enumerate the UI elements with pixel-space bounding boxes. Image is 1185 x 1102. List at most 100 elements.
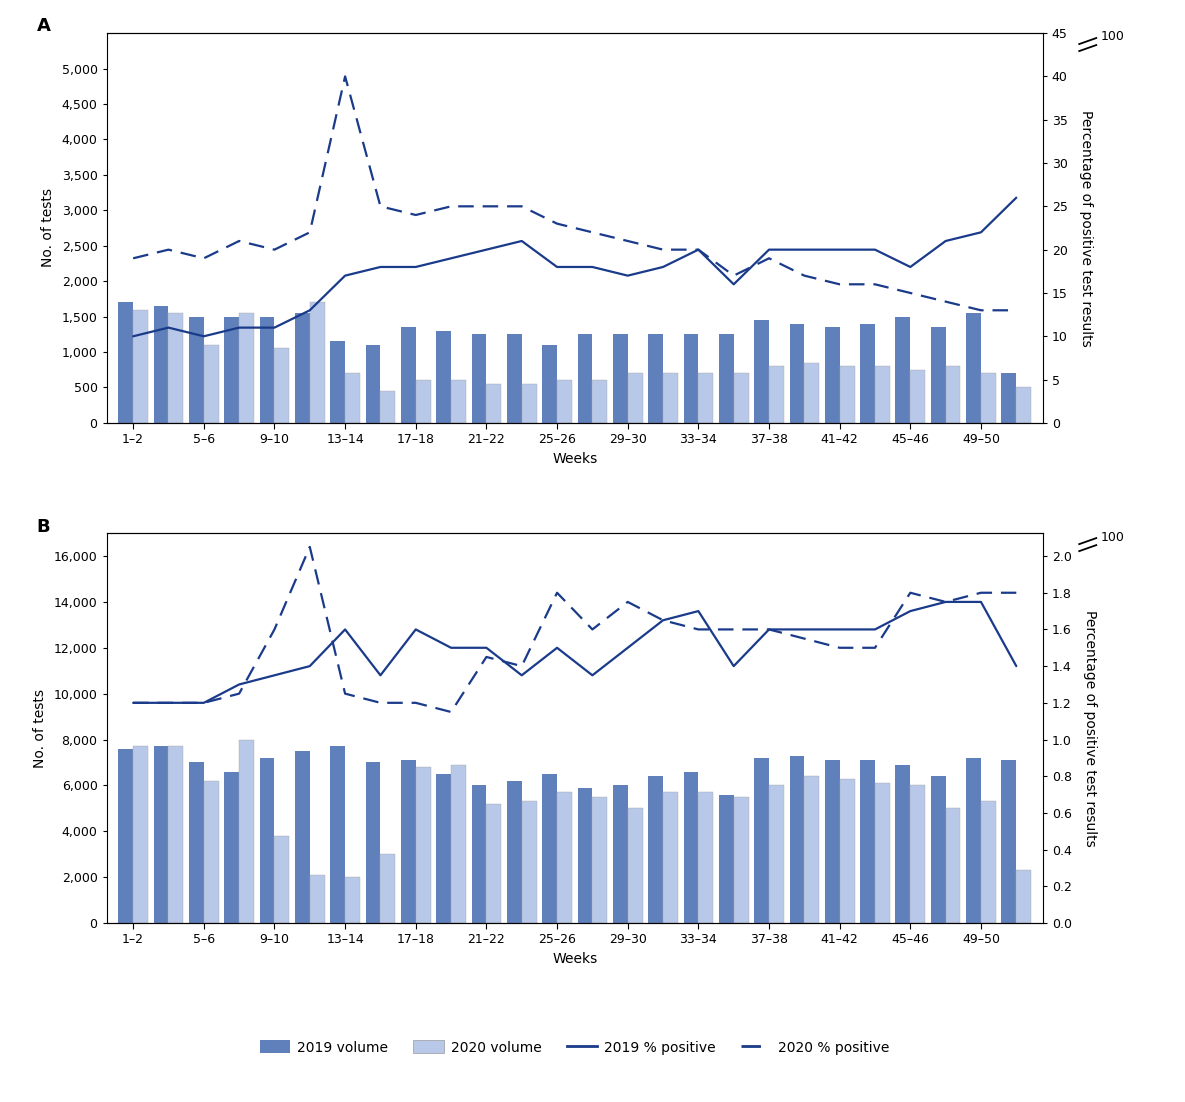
Bar [188, 316, 204, 423]
Bar [275, 348, 289, 423]
Bar [719, 334, 734, 423]
Bar [577, 788, 592, 923]
Bar [966, 313, 981, 423]
Bar [648, 776, 664, 923]
Bar [436, 331, 451, 423]
Bar [295, 313, 309, 423]
Bar [930, 327, 946, 423]
Text: A: A [37, 18, 50, 35]
Bar [188, 763, 204, 923]
Text: B: B [37, 518, 50, 536]
Bar [896, 765, 910, 923]
Bar [719, 795, 734, 923]
Bar [507, 334, 521, 423]
Bar [260, 758, 275, 923]
Text: 100: 100 [1101, 31, 1125, 43]
Bar [168, 746, 184, 923]
Bar [224, 771, 239, 923]
Bar [981, 801, 995, 923]
Bar [401, 760, 416, 923]
Bar [345, 877, 360, 923]
Bar [592, 797, 607, 923]
Bar [981, 374, 995, 423]
Bar [118, 302, 133, 423]
Bar [309, 302, 325, 423]
Bar [754, 321, 769, 423]
Bar [154, 306, 168, 423]
Bar [309, 875, 325, 923]
Bar [260, 316, 275, 423]
Bar [769, 366, 783, 423]
X-axis label: Weeks: Weeks [552, 952, 597, 966]
Bar [521, 383, 537, 423]
Bar [875, 366, 890, 423]
Bar [486, 803, 501, 923]
Bar [789, 756, 805, 923]
Bar [910, 370, 925, 423]
Bar [168, 313, 184, 423]
Bar [204, 345, 219, 423]
Bar [451, 765, 466, 923]
Bar [734, 374, 749, 423]
Bar [543, 345, 557, 423]
Bar [592, 380, 607, 423]
Bar [521, 801, 537, 923]
Bar [946, 808, 961, 923]
Bar [331, 342, 345, 423]
Bar [133, 310, 148, 423]
Bar [118, 748, 133, 923]
Bar [825, 760, 840, 923]
Bar [224, 316, 239, 423]
Y-axis label: Percentage of positive test results: Percentage of positive test results [1078, 109, 1093, 346]
Bar [1001, 374, 1017, 423]
Bar [577, 334, 592, 423]
Bar [805, 776, 819, 923]
Bar [698, 374, 713, 423]
Bar [613, 334, 628, 423]
Bar [966, 758, 981, 923]
Bar [825, 327, 840, 423]
Y-axis label: Percentage of positive test results: Percentage of positive test results [1083, 609, 1097, 846]
Bar [239, 313, 254, 423]
Bar [946, 366, 961, 423]
Bar [840, 778, 854, 923]
Bar [345, 374, 360, 423]
Bar [486, 383, 501, 423]
Bar [472, 334, 486, 423]
Y-axis label: No. of tests: No. of tests [40, 188, 55, 268]
Bar [628, 808, 642, 923]
Legend: 2019 volume, 2020 volume, 2019 % positive, 2020 % positive: 2019 volume, 2020 volume, 2019 % positiv… [260, 1040, 890, 1055]
Bar [1017, 388, 1031, 423]
Bar [698, 792, 713, 923]
Bar [734, 797, 749, 923]
Bar [628, 374, 642, 423]
Bar [1017, 871, 1031, 923]
Bar [472, 786, 486, 923]
Bar [366, 763, 380, 923]
Bar [805, 363, 819, 423]
Bar [754, 758, 769, 923]
Bar [910, 786, 925, 923]
Bar [416, 380, 430, 423]
Bar [664, 792, 678, 923]
Bar [557, 792, 572, 923]
Bar [875, 784, 890, 923]
Bar [860, 760, 875, 923]
Bar [239, 739, 254, 923]
Bar [684, 771, 698, 923]
Bar [557, 380, 572, 423]
Bar [380, 854, 396, 923]
Bar [295, 750, 309, 923]
Bar [543, 774, 557, 923]
X-axis label: Weeks: Weeks [552, 452, 597, 466]
Bar [154, 746, 168, 923]
Bar [133, 746, 148, 923]
Bar [613, 786, 628, 923]
Bar [840, 366, 854, 423]
Bar [896, 316, 910, 423]
Bar [275, 835, 289, 923]
Bar [436, 774, 451, 923]
Bar [789, 324, 805, 423]
Bar [648, 334, 664, 423]
Bar [451, 380, 466, 423]
